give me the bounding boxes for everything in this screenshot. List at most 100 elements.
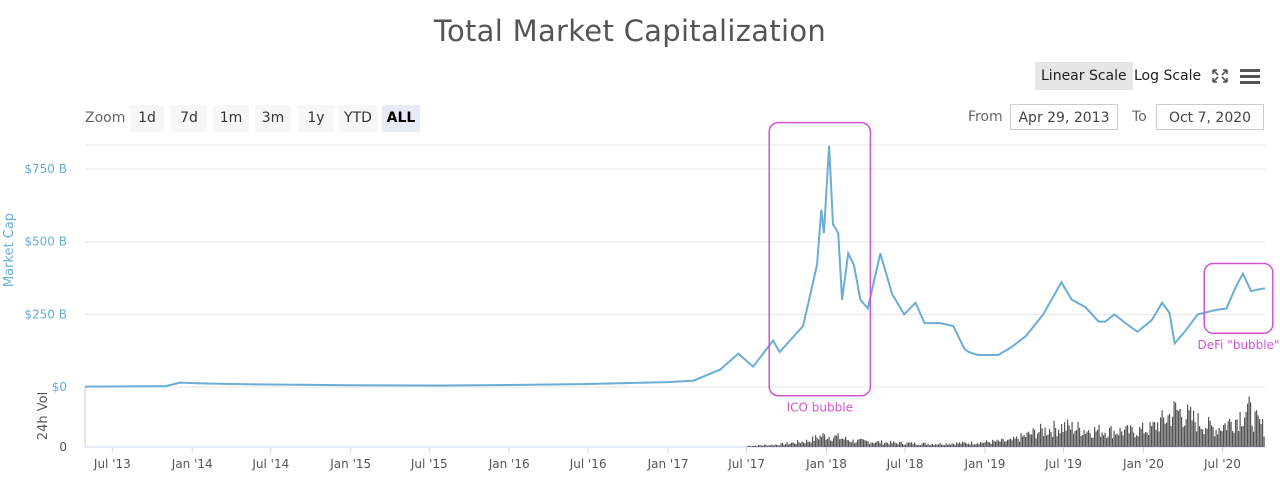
volume-bar (1148, 435, 1150, 447)
x-tick-label: Jul '14 (251, 457, 289, 471)
volume-bar (1143, 433, 1145, 447)
log-scale-button[interactable]: Log Scale (1134, 68, 1202, 84)
volume-bar (845, 436, 847, 447)
zoom-ytd-button[interactable]: YTD (339, 105, 377, 132)
volume-bar (1184, 425, 1186, 447)
volume-bar (1206, 428, 1208, 447)
volume-bar (906, 442, 908, 447)
volume-bar (1085, 433, 1087, 447)
zoom-all-button[interactable]: ALL (382, 105, 420, 132)
volume-bar (822, 433, 824, 447)
volume-bar (1058, 429, 1060, 447)
annotation-label: DeFi "bubble" (1198, 338, 1280, 352)
menu-icon[interactable] (1237, 64, 1263, 88)
volume-bar (1016, 436, 1018, 447)
volume-bar (969, 444, 971, 447)
zoom-1m-button[interactable]: 1m (213, 105, 249, 132)
volume-bar (875, 442, 877, 447)
volume-bar (1227, 421, 1229, 447)
volume-bar (908, 442, 910, 447)
volume-bar (1149, 422, 1151, 447)
volume-bar (1212, 427, 1214, 447)
volume-bar (896, 443, 898, 447)
volume-bar (1113, 430, 1115, 447)
volume-bar (1044, 427, 1046, 447)
volume-bar (1119, 428, 1121, 447)
zoom-3m-button[interactable]: 3m (255, 105, 291, 132)
volume-bar (1064, 422, 1066, 447)
volume-bar (825, 439, 827, 447)
volume-bar (1002, 439, 1004, 447)
volume-bar (1107, 436, 1109, 447)
annotations: ICO bubble DeFi "bubble" (768, 121, 1280, 415)
volume-bar (953, 443, 955, 447)
volume-bar (1188, 410, 1190, 447)
volume-bar (791, 442, 793, 447)
volume-bar (1196, 431, 1198, 447)
volume-bar (804, 443, 806, 447)
volume-bar (858, 439, 860, 447)
x-tick-label: Jul '17 (727, 457, 765, 471)
volume-bar (1088, 430, 1090, 447)
volume-bar (1251, 425, 1253, 447)
volume-bar (1074, 431, 1076, 447)
volume-bar (1137, 436, 1139, 447)
linear-scale-button[interactable]: Linear Scale (1035, 62, 1133, 90)
volume-bar (1134, 437, 1136, 447)
from-label: From (968, 109, 1003, 125)
volume-bar (848, 440, 850, 447)
volume-bar (1257, 415, 1259, 447)
volume-bars (747, 396, 1265, 447)
from-date-input[interactable]: Apr 29, 2013 (1010, 104, 1118, 130)
volume-bar (1073, 433, 1075, 447)
volume-bar (813, 440, 815, 447)
volume-bar (1197, 413, 1199, 447)
zoom-1y-button[interactable]: 1y (298, 105, 334, 132)
volume-bar (1218, 428, 1220, 447)
market-cap-line[interactable] (84, 145, 1266, 388)
volume-bar (894, 442, 896, 447)
volume-bar (764, 444, 766, 447)
volume-bar (1253, 431, 1255, 447)
volume-bar (870, 442, 872, 447)
volume-bar (828, 436, 830, 447)
volume-bar (1260, 424, 1262, 447)
zoom-7d-button[interactable]: 7d (171, 105, 207, 132)
x-tick-label: Jul '19 (1044, 457, 1082, 471)
volume-bar (1163, 417, 1165, 447)
volume-bar (1170, 426, 1172, 447)
volume-bar (1238, 431, 1240, 447)
volume-bar (995, 441, 997, 447)
volume-bar (891, 443, 893, 447)
chart-title: Total Market Capitalization (433, 14, 827, 48)
volume-bar (1154, 422, 1156, 447)
volume-bar (795, 443, 797, 447)
volume-bar (824, 434, 826, 447)
volume-bar (1166, 422, 1168, 447)
volume-bar (1146, 432, 1148, 447)
volume-bar (1067, 419, 1069, 447)
volume-bar (765, 444, 767, 447)
volume-bar (768, 445, 770, 447)
volume-bar (1046, 435, 1048, 447)
volume-bar (1155, 429, 1157, 447)
x-tick-label: Jul '16 (569, 457, 607, 471)
volume-bar (788, 444, 790, 447)
volume-bar (771, 444, 773, 447)
volume-bar (855, 442, 857, 447)
to-date-input[interactable]: Oct 7, 2020 (1156, 104, 1264, 130)
fullscreen-icon[interactable] (1207, 64, 1233, 88)
volume-bar (1248, 396, 1250, 447)
volume-bar (1031, 434, 1033, 447)
volume-bar (1004, 441, 1006, 447)
zoom-1d-button[interactable]: 1d (130, 105, 164, 132)
volume-bar (1179, 408, 1181, 447)
volume-bar (1122, 435, 1124, 447)
volume-bar (1223, 425, 1225, 447)
volume-bar (1068, 425, 1070, 447)
volume-bar (902, 444, 904, 447)
volume-bar (1233, 432, 1235, 447)
volume-bar (800, 443, 802, 447)
volume-bar (747, 445, 749, 447)
